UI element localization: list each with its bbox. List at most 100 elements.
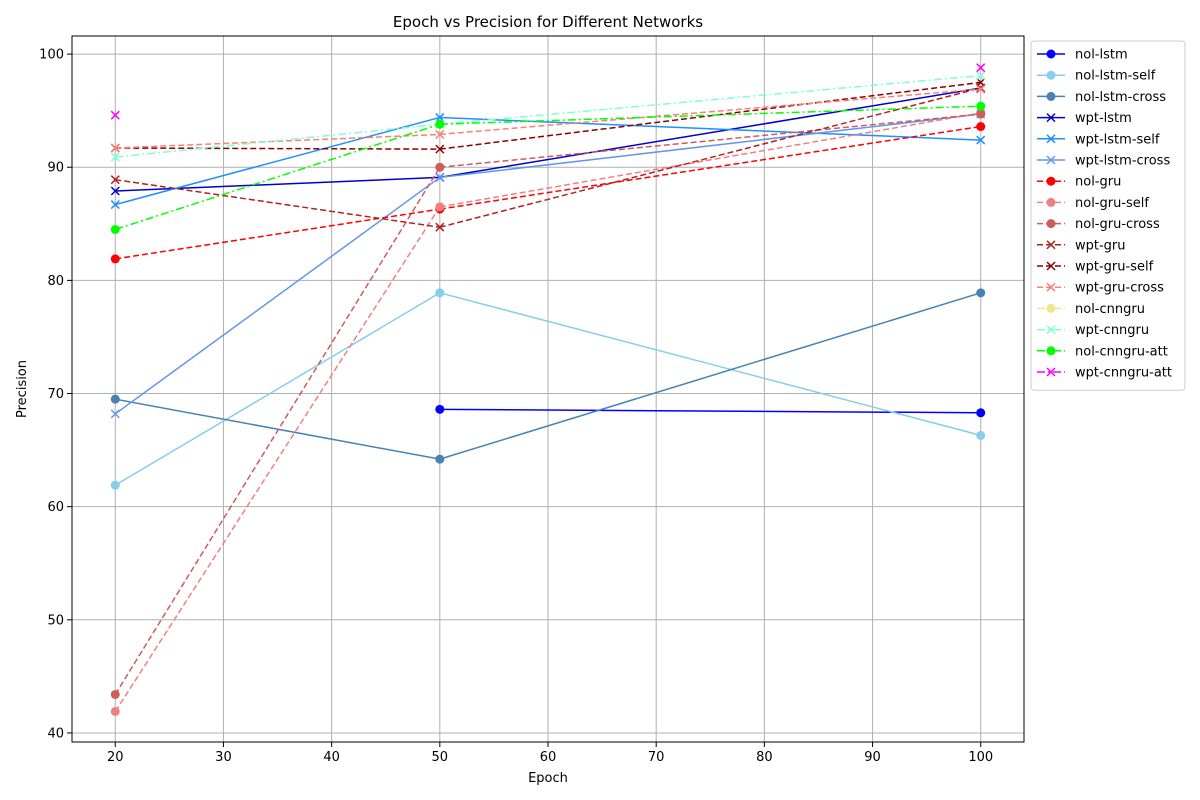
legend-label: nol-cnngru-att (1075, 344, 1168, 359)
x-tick-label: 90 (864, 750, 881, 765)
series-nol-gru-cross (110, 109, 986, 699)
y-tick-label: 40 (47, 726, 64, 741)
series-line-segment (115, 176, 440, 192)
x-axis-title: Epoch (528, 771, 568, 786)
y-tick-label: 90 (47, 161, 64, 176)
legend-item-nol-cnngru: nol-cnngru (1037, 302, 1145, 317)
series-wpt-cnngru-att (110, 63, 986, 120)
data-point (110, 175, 120, 185)
x-tick-label: 80 (756, 750, 773, 765)
y-tick-label: 50 (47, 613, 64, 628)
data-point (976, 135, 986, 145)
data-point (435, 404, 445, 414)
data-point (110, 200, 120, 210)
legend-marker (1046, 219, 1056, 229)
legend-marker (1046, 113, 1056, 123)
series-line-segment (439, 87, 981, 179)
legend-label: wpt-lstm (1075, 111, 1132, 126)
data-point (435, 129, 445, 139)
data-point (110, 394, 120, 404)
legend-marker (1046, 346, 1056, 356)
legend-label: wpt-cnngru-att (1075, 366, 1172, 381)
series-line-segment (114, 166, 441, 695)
legend-item-wpt-cnngru-att: wpt-cnngru-att (1037, 366, 1172, 381)
data-point (110, 143, 120, 153)
series-line-segment (439, 113, 981, 179)
series-layer (110, 63, 986, 716)
legend-label: wpt-lstm-self (1075, 132, 1160, 147)
x-tick-label: 60 (540, 750, 557, 765)
legend-item-nol-gru-cross: nol-gru-cross (1037, 217, 1160, 232)
legend-box (1030, 40, 1186, 391)
data-point (435, 172, 445, 182)
data-point (435, 288, 445, 298)
legend: nol-lstm nol-lstm-self nol-lstm-cross wpt-l… (1030, 40, 1186, 391)
legend-marker (1046, 197, 1056, 207)
legend-marker (1046, 261, 1056, 271)
x-tick-label: 30 (215, 750, 232, 765)
legend-marker (1046, 240, 1056, 250)
legend-item-wpt-gru: wpt-gru (1037, 238, 1126, 253)
x-tick-label: 50 (432, 750, 449, 765)
series-line-segment (439, 112, 981, 208)
legend-item-wpt-lstm-cross: wpt-lstm-cross (1037, 154, 1170, 169)
legend-marker (1046, 49, 1056, 59)
y-tick-label: 80 (47, 274, 64, 289)
legend-label: wpt-cnngru (1075, 323, 1149, 338)
series-line-segment (439, 88, 981, 136)
legend-item-nol-cnngru-att: nol-cnngru-att (1037, 344, 1168, 359)
data-point (976, 122, 986, 132)
y-tick-label: 70 (47, 387, 64, 402)
data-point (976, 109, 986, 119)
y-tick-label: 60 (47, 500, 64, 515)
legend-label: wpt-gru-self (1075, 260, 1154, 275)
data-point (435, 144, 445, 154)
data-point (976, 430, 986, 440)
series-nol-lstm-self (110, 288, 986, 490)
data-point (110, 689, 120, 699)
legend-item-wpt-cnngru: wpt-cnngru (1037, 323, 1149, 338)
series-line-segment (439, 105, 981, 125)
data-point (435, 119, 445, 129)
legend-label: nol-lstm (1075, 48, 1128, 63)
legend-item-wpt-lstm: wpt-lstm (1037, 111, 1132, 126)
legend-marker (1046, 367, 1056, 377)
data-point (110, 224, 120, 234)
legend-item-wpt-lstm-self: wpt-lstm-self (1037, 132, 1160, 147)
legend-marker (1046, 134, 1056, 144)
legend-label: nol-cnngru (1075, 302, 1145, 317)
series-line-segment (114, 206, 441, 712)
data-point (110, 706, 120, 716)
legend-label: nol-gru-self (1075, 196, 1149, 211)
data-point (110, 480, 120, 490)
series-line-segment (439, 292, 981, 460)
data-point (435, 162, 445, 172)
axes: 20 30 40 50 60 70 80 90 100 40 50 60 70 80 90 100 (39, 48, 993, 765)
series-nol-gru (110, 122, 986, 264)
series-line-segment (115, 123, 441, 231)
series-nol-cnngru-att (110, 101, 986, 234)
data-point (110, 409, 120, 419)
legend-item-nol-lstm: nol-lstm (1037, 48, 1128, 63)
legend-marker (1046, 70, 1056, 80)
legend-item-nol-lstm-cross: nol-lstm-cross (1037, 90, 1166, 105)
y-tick-label: 100 (39, 48, 64, 63)
data-point (435, 454, 445, 464)
legend-label: nol-gru (1075, 175, 1121, 190)
data-point (110, 254, 120, 264)
data-point (976, 408, 986, 418)
x-tick-label: 100 (968, 750, 993, 765)
legend-label: nol-lstm-cross (1075, 90, 1166, 105)
legend-marker (1046, 303, 1056, 313)
series-line-segment (439, 292, 981, 437)
legend-marker (1046, 91, 1056, 101)
data-point (110, 110, 120, 120)
y-axis-title: Precision (15, 360, 30, 418)
data-point (110, 186, 120, 196)
x-tick-label: 70 (648, 750, 665, 765)
series-line-segment (439, 87, 981, 228)
data-point (110, 152, 120, 162)
series-line-segment (439, 74, 981, 125)
legend-marker (1046, 282, 1056, 292)
